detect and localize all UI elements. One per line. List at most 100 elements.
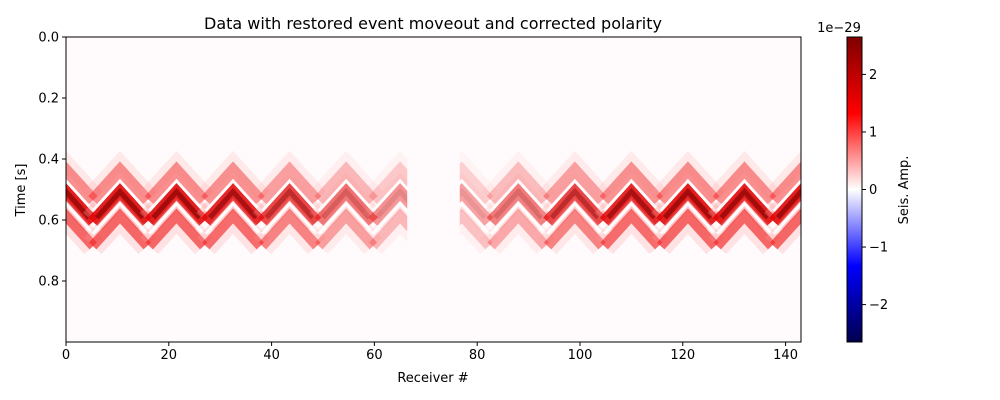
- y-axis-label: Time [s]: [14, 164, 29, 218]
- event-core: [606, 187, 657, 220]
- event-separator: [716, 201, 773, 235]
- y-tick-label: 0.6: [38, 214, 59, 229]
- colorbar: −2 −1 0 1 2 1e−29 Seis. Amp.: [817, 21, 912, 343]
- event-band: [770, 208, 801, 250]
- event-halo: [537, 150, 612, 209]
- event-core: [94, 187, 145, 220]
- event-band: [257, 161, 322, 205]
- event-halo: [707, 150, 782, 209]
- colorbar-label: Seis. Amp.: [897, 156, 912, 225]
- event-chevron: [66, 150, 103, 255]
- event-chevron: [537, 150, 612, 255]
- event-band: [66, 161, 98, 205]
- event-separator: [603, 201, 660, 235]
- event-band: [314, 161, 378, 205]
- event-separator: [772, 178, 801, 212]
- event-band: [600, 208, 663, 250]
- event-band: [257, 182, 322, 226]
- event-band: [258, 208, 321, 250]
- event-halo: [83, 150, 157, 209]
- event-band: [769, 161, 801, 205]
- event-band: [543, 161, 607, 205]
- event-band: [599, 161, 664, 205]
- y-tick-label: 0.4: [38, 153, 59, 168]
- event-separator: [148, 201, 205, 235]
- event-band: [543, 208, 606, 250]
- event-halo: [196, 150, 270, 209]
- event-halo: [139, 150, 214, 209]
- event-core: [321, 187, 372, 220]
- colorbar-tick-label: −2: [869, 298, 888, 313]
- event-halo: [482, 198, 555, 255]
- y-axis: 0.0 0.2 0.4 0.6 0.8: [38, 31, 66, 290]
- event-separator: [66, 178, 95, 212]
- colorbar-bar: [846, 36, 863, 343]
- event-chevron: [196, 150, 270, 255]
- event-separator: [489, 178, 547, 212]
- event-band: [88, 161, 152, 205]
- event-core: [264, 187, 315, 220]
- event-separator: [489, 201, 547, 235]
- event-band: [144, 161, 209, 205]
- event-separator: [66, 201, 95, 235]
- event-band: [486, 182, 550, 226]
- event-separator: [603, 178, 660, 212]
- event-band: [314, 182, 378, 226]
- event-separator: [204, 201, 262, 235]
- event-halo: [594, 150, 669, 209]
- event-chevron: [594, 150, 669, 255]
- event-band: [89, 208, 151, 250]
- event-band: [543, 182, 607, 226]
- x-tick-label: 100: [568, 348, 593, 363]
- event-separator: [91, 201, 149, 235]
- event-separator: [546, 201, 604, 235]
- event-core: [66, 187, 92, 220]
- event-core: [549, 187, 600, 220]
- y-tick-label: 0.8: [38, 275, 59, 290]
- x-tick-label: 40: [263, 348, 280, 363]
- chart-title: Data with restored event moveout and cor…: [204, 14, 662, 33]
- y-tick-label: 0.2: [38, 92, 59, 107]
- event-band: [712, 161, 777, 205]
- event-core: [151, 187, 202, 220]
- event-halo: [481, 150, 556, 209]
- event-chevron: [481, 150, 556, 255]
- event-band: [656, 208, 719, 250]
- event-band: [66, 208, 97, 250]
- colorbar-tick-label: 0: [869, 183, 877, 198]
- muted-trace-gap: [407, 37, 460, 342]
- event-separator: [148, 178, 205, 212]
- event-band: [487, 208, 550, 250]
- event-chevron: [707, 150, 782, 255]
- x-axis-label: Receiver #: [397, 371, 468, 386]
- event-halo: [309, 150, 383, 209]
- y-tick-label: 0.0: [38, 31, 59, 46]
- colorbar-tick-label: 2: [869, 68, 877, 83]
- event-band: [145, 208, 208, 250]
- x-tick-label: 20: [161, 348, 178, 363]
- event-separator: [317, 178, 375, 212]
- event-separator: [91, 178, 149, 212]
- event-chevron: [83, 150, 157, 255]
- event-separator: [261, 178, 318, 212]
- colorbar-tick-label: −1: [869, 241, 888, 256]
- x-tick-label: 60: [366, 348, 383, 363]
- x-axis: 0 20 40 60 80 100 120 140: [62, 342, 798, 363]
- x-tick-label: 120: [670, 348, 695, 363]
- event-halo: [309, 172, 383, 231]
- event-halo: [66, 150, 103, 209]
- event-core: [719, 187, 770, 220]
- plot-frame: [65, 36, 802, 343]
- event-halo: [764, 150, 801, 209]
- heatmap-image: [66, 37, 801, 342]
- colorbar-tick-label: 1: [869, 125, 877, 140]
- event-halo: [481, 172, 556, 231]
- event-separator: [772, 201, 801, 235]
- event-halo: [309, 198, 383, 255]
- event-band: [486, 161, 550, 205]
- event-core: [493, 187, 544, 220]
- event-core: [775, 187, 801, 220]
- colorbar-ticks: −2 −1 0 1 2: [862, 68, 888, 313]
- x-tick-label: 0: [62, 348, 70, 363]
